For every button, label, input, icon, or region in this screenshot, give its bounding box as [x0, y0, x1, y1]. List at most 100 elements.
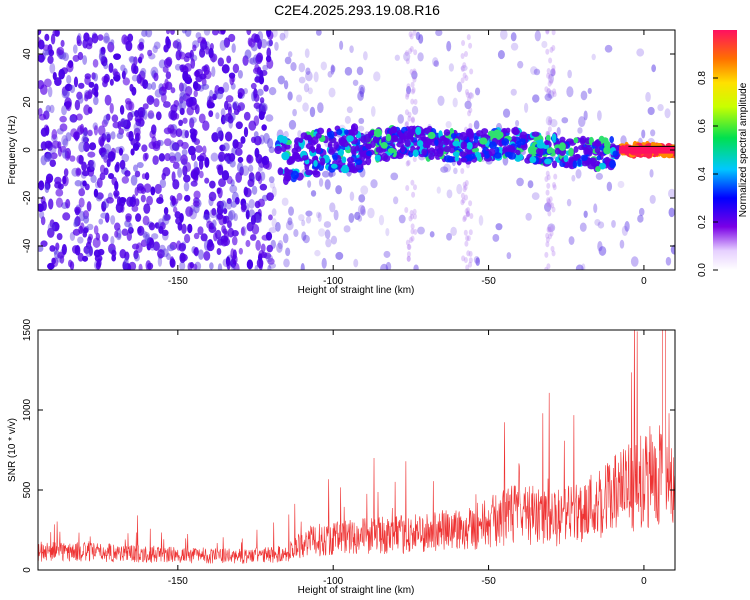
spectrogram-cell [409, 46, 414, 53]
spectrogram-cell [351, 124, 356, 132]
spectrogram-cell [413, 228, 418, 235]
spectrogram-cell [172, 206, 178, 213]
spectrogram-cell [405, 120, 410, 127]
spectrogram-cell [125, 40, 133, 52]
spectrogram-cell [81, 161, 87, 172]
spectrogram-cell [106, 158, 111, 168]
spectrogram-cell [235, 171, 242, 183]
spectrogram-cell [406, 244, 411, 251]
spectrogram-cell [211, 219, 217, 228]
spectrogram-cell [62, 52, 69, 62]
colorbar-tick-label: 0.0 [697, 263, 708, 277]
spectrogram-cell [221, 170, 230, 181]
spectrogram-cell [98, 218, 104, 225]
spectrogram-cell [261, 124, 267, 131]
spectrogram-cell [583, 146, 588, 156]
spectrogram-cell [192, 80, 199, 91]
spectrogram-cell [657, 104, 664, 112]
spectrogram-cell [630, 256, 639, 267]
spectrogram-cell [549, 78, 554, 85]
spectrogram-cell [281, 197, 289, 207]
spectrogram-cell [591, 53, 596, 61]
spectrogram-cell [398, 214, 406, 224]
spectrogram-cell [143, 183, 152, 193]
spectrogram-cell [489, 141, 497, 150]
spectrogram-cell [276, 242, 283, 253]
spectrogram-cell [298, 214, 305, 222]
spectrogram-cell [567, 69, 572, 79]
spectrogram-cell [408, 31, 413, 38]
spectrogram-cell [475, 130, 484, 137]
spectrogram-cell [330, 235, 338, 245]
spectrogram-cell [125, 213, 132, 221]
spectrogram-cell [255, 153, 263, 164]
spectrogram-cell [255, 239, 261, 251]
spectrogram-cell [468, 229, 473, 236]
spectrogram-cell [166, 253, 171, 261]
spectrogram-cell [165, 56, 173, 67]
spectrogram-cell [544, 86, 549, 93]
spectrogram-cell [551, 250, 556, 257]
spectrogram-cell [254, 33, 260, 43]
spectrogram-cell [460, 53, 465, 60]
spectrogram-cell [77, 95, 84, 104]
spectrogram-cell [61, 134, 68, 146]
spectrogram-cell [38, 113, 47, 121]
spectrogram-cell [122, 259, 128, 270]
spectrogram-cell [393, 196, 399, 205]
spectrogram-cell [604, 156, 611, 165]
spectrogram-cell [412, 76, 417, 83]
spectrogram-cell [568, 236, 575, 245]
spectrogram-cell [534, 30, 541, 42]
spectrogram-cell [339, 40, 344, 51]
spectrogram-cell [66, 62, 74, 73]
spectrogram-cell [115, 202, 124, 213]
spectrogram-cell [230, 201, 237, 208]
spectrogram-cell [154, 183, 162, 194]
spectrogram-cell [497, 50, 505, 60]
spectrogram-cell [549, 119, 558, 128]
spectrogram-cell [133, 249, 139, 260]
spectrogram-cell [405, 93, 410, 100]
spectrogram-cell [104, 94, 112, 106]
spectrogram-cell [367, 130, 374, 137]
spectrogram-cell [409, 209, 414, 216]
spectrogram-cell [545, 236, 550, 243]
spectrogram-cell [147, 112, 155, 120]
spectrogram-cell [452, 97, 458, 108]
spectrogram-cell [144, 152, 149, 160]
spectrogram-cell [70, 128, 78, 138]
spectrogram-cell [113, 53, 121, 60]
spectrogram-cell [341, 140, 349, 148]
spectrogram-cell [463, 184, 468, 191]
spectrogram-cell [465, 91, 470, 98]
spectrogram-cell [166, 30, 171, 35]
spectrogram-cell [357, 90, 364, 101]
spectrogram-cell [547, 223, 556, 233]
spectrogram-cell [246, 259, 254, 270]
spectrogram-cell [63, 168, 69, 177]
spectrogram-cell [229, 75, 235, 86]
spectrogram-cell [315, 147, 322, 153]
spectrogram-cell [47, 86, 53, 98]
spectrogram-cell [102, 233, 109, 242]
spectrogram-cell [281, 151, 290, 161]
spectrogram-cell [56, 46, 65, 56]
spectrogram-cell [577, 158, 582, 167]
spectrogram-cell [479, 137, 488, 145]
spectrogram-cell [360, 151, 365, 157]
spectrogram-cell [112, 68, 118, 77]
spectrogram-cell [649, 169, 654, 178]
spectrogram-cell [180, 154, 188, 165]
spectrogram-cell [597, 110, 602, 121]
spectrogram-cell [166, 244, 175, 252]
spectrogram-cell [279, 32, 286, 41]
spectrogram-cell [450, 133, 457, 139]
spectrogram-cell [412, 208, 417, 215]
spectrogram-cell [101, 75, 109, 83]
spectrogram-cell [265, 254, 274, 263]
snr-ylabel: SNR (10 * v/v) [7, 418, 18, 482]
spectrogram-cell [162, 214, 170, 226]
spectrogram-cell [121, 176, 130, 184]
spectrogram-cell [515, 149, 521, 156]
